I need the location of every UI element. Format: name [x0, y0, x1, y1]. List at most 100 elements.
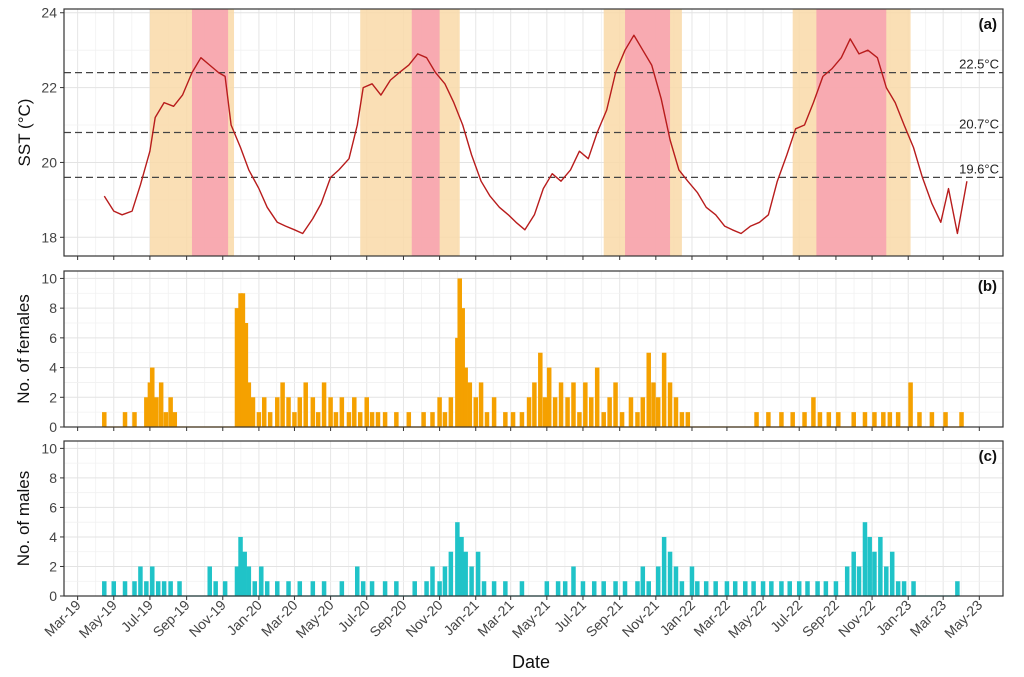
count-bar [503, 412, 508, 427]
count-bar [562, 581, 568, 596]
count-bar [421, 412, 426, 427]
count-bar [635, 581, 640, 596]
x-tick-label: May-22 [725, 597, 769, 641]
count-bar [601, 581, 606, 596]
count-bar [147, 382, 153, 427]
count-bar [673, 566, 679, 596]
count-bar [872, 551, 877, 596]
count-bar [364, 397, 369, 427]
count-bar [851, 412, 856, 427]
count-bar [779, 412, 784, 427]
count-bar [580, 581, 586, 596]
count-bar [779, 581, 784, 596]
count-bar [555, 581, 561, 596]
sst-series-line [103, 34, 968, 235]
x-tick-label: Jan-20 [223, 597, 265, 639]
count-bar [475, 551, 481, 596]
count-bar [369, 412, 375, 427]
count-bar [867, 536, 872, 596]
count-bar [158, 382, 164, 427]
count-bar [412, 581, 417, 596]
x-tick-label: Jan-22 [657, 597, 699, 639]
count-bar [315, 412, 321, 427]
count-bar [369, 581, 375, 596]
x-tick-label: Nov-20 [402, 597, 445, 640]
y-tick-label: 8 [49, 300, 57, 316]
count-bar [463, 551, 468, 596]
count-bar [760, 581, 766, 596]
count-bar [437, 397, 442, 427]
count-bar [622, 581, 628, 596]
x-tick-label: Nov-21 [619, 597, 662, 640]
count-bar [503, 581, 508, 596]
x-tick-label: May-20 [292, 597, 336, 641]
count-bar [526, 397, 532, 427]
count-bar [375, 412, 381, 427]
count-bar [280, 382, 285, 427]
count-bar [163, 412, 169, 427]
y-tick-label: 22 [41, 80, 57, 96]
count-bar [177, 581, 182, 596]
count-bar [292, 412, 297, 427]
count-bar [275, 581, 280, 596]
count-bar [790, 412, 795, 427]
count-bar [613, 382, 618, 427]
y-tick-label: 6 [49, 330, 57, 346]
count-bar [732, 581, 738, 596]
count-bar [667, 551, 673, 596]
y-tick-label: 20 [41, 154, 57, 170]
count-bar [168, 397, 173, 427]
count-bar [833, 581, 839, 596]
count-bar [661, 352, 667, 427]
count-bar [943, 412, 948, 427]
y-tick-label: 4 [49, 529, 57, 545]
count-bar [651, 382, 656, 427]
count-bar [328, 397, 333, 427]
count-bar [321, 581, 327, 596]
count-bar [911, 581, 916, 596]
count-bar [491, 397, 497, 427]
x-tick-label: Sep-19 [150, 597, 193, 640]
count-bar [901, 581, 907, 596]
count-bar [673, 397, 679, 427]
count-bar [333, 412, 339, 427]
count-bar [267, 412, 273, 427]
x-axis: Mar-19May-19Jul-19Sep-19Nov-19Jan-20Mar-… [41, 597, 986, 641]
count-bar [424, 581, 429, 596]
count-bar [619, 412, 625, 427]
count-bar [463, 367, 468, 427]
x-tick-label: May-19 [76, 597, 120, 641]
count-bar [889, 551, 895, 596]
count-bar [661, 536, 667, 596]
count-bar [796, 581, 802, 596]
count-bar [102, 412, 107, 427]
count-bar [382, 581, 388, 596]
count-bar [457, 278, 462, 427]
y-tick-label: 0 [49, 419, 57, 435]
count-bar [122, 412, 128, 427]
count-bar [571, 382, 576, 427]
count-bar [743, 581, 748, 596]
count-bar [339, 397, 345, 427]
x-tick-label: Sep-21 [583, 597, 626, 640]
count-bar [394, 581, 399, 596]
count-bar [862, 522, 868, 596]
y-tick-label: 6 [49, 499, 57, 515]
count-bar [959, 412, 964, 427]
count-bar [360, 581, 366, 596]
count-bar [565, 397, 570, 427]
count-bar [246, 382, 252, 427]
count-bar [689, 566, 695, 596]
count-bar [132, 412, 137, 427]
count-bar [908, 382, 913, 427]
x-tick-label: Jan-23 [873, 597, 915, 639]
count-bar [929, 412, 935, 427]
count-bar [442, 412, 448, 427]
count-bar [310, 581, 316, 596]
count-bar [246, 566, 252, 596]
count-bar [484, 412, 490, 427]
count-bar [836, 412, 841, 427]
count-bar [275, 397, 280, 427]
count-bar [589, 397, 594, 427]
count-bar [552, 397, 558, 427]
